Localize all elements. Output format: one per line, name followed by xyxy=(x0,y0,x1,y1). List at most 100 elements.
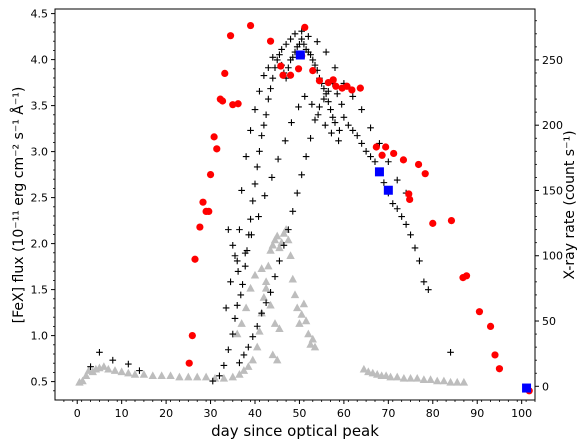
xray-plus-marker xyxy=(311,116,319,124)
xray-triangle-marker xyxy=(139,370,149,378)
xray-plus-marker xyxy=(251,180,259,188)
xray-plus-marker xyxy=(393,205,401,213)
xray-triangle-marker xyxy=(310,342,320,351)
xray-triangle-marker xyxy=(386,372,395,381)
xray-triangle-marker xyxy=(148,371,157,380)
xray-triangle-marker xyxy=(270,235,280,244)
xray-triangle-marker xyxy=(290,290,300,299)
xray-triangle-marker xyxy=(295,319,304,327)
flux-circle-marker xyxy=(286,71,295,79)
xray-plus-marker xyxy=(260,121,268,129)
xray-plus-marker xyxy=(249,197,257,205)
xray-plus-marker xyxy=(222,304,230,312)
xray-plus-marker xyxy=(407,231,414,239)
xray-triangle-marker xyxy=(453,377,462,386)
flux-circle-marker xyxy=(229,101,237,109)
xray-plus-marker xyxy=(249,333,257,340)
xray-triangle-marker xyxy=(288,274,297,283)
flux-circle-marker xyxy=(210,133,218,141)
xray-plus-marker xyxy=(87,363,94,371)
xray-plus-marker xyxy=(293,189,301,197)
xray-plus-marker xyxy=(220,362,228,369)
xray-triangle-marker xyxy=(399,373,409,382)
xray-triangle-marker xyxy=(275,324,284,333)
xray-plus-marker xyxy=(269,54,277,61)
xray-triangle-marker xyxy=(275,243,284,252)
xray-plus-marker xyxy=(238,187,245,194)
xray-triangle-marker xyxy=(253,342,262,351)
x-tick-label: 40 xyxy=(248,407,262,420)
left-tick-label: 0.5 xyxy=(31,376,49,389)
flux-circle-marker xyxy=(429,219,437,227)
x-axis-ticks: 0 10 20 30 40 50 60 70 80 90 100 xyxy=(63,400,536,420)
xray-triangle-marker xyxy=(301,316,311,325)
x-tick-label: 80 xyxy=(426,407,440,420)
xray-plus-marker xyxy=(258,309,265,317)
xray-plus-marker xyxy=(285,64,292,72)
xray-plus-marker xyxy=(241,262,249,270)
xray-plus-marker xyxy=(256,87,263,95)
xray-plus-marker xyxy=(358,140,365,147)
xray-plus-marker xyxy=(331,64,339,72)
xray-plus-marker xyxy=(276,257,283,265)
flux-circle-marker xyxy=(246,21,255,30)
flux-circle-marker xyxy=(462,272,471,280)
xray-triangle-marker xyxy=(175,372,184,381)
xray-plus-marker xyxy=(398,213,405,220)
xray-triangle-marker xyxy=(246,283,255,292)
flux-circle-marker xyxy=(372,143,380,151)
xray-triangle-marker xyxy=(228,372,237,381)
xray-plus-marker xyxy=(258,132,265,139)
xray-plus-marker xyxy=(209,377,217,385)
xray-plus-marker xyxy=(136,367,143,374)
xray-plus-marker xyxy=(229,330,237,338)
xray-plus-marker xyxy=(333,90,341,98)
flux-circle-marker xyxy=(332,82,340,90)
left-axis-label: [FeX] flux (10⁻¹¹ erg cm⁻² s⁻¹ Å⁻¹) xyxy=(10,87,27,324)
xray-plus-marker xyxy=(305,33,312,40)
xray-plus-marker xyxy=(96,349,103,356)
xray-triangle-marker xyxy=(235,370,244,378)
flux-circle-marker xyxy=(491,351,499,359)
right-axis-label: X-ray rate (count s⁻¹) xyxy=(562,130,578,279)
xray-plus-marker xyxy=(358,106,365,113)
xray-plus-marker xyxy=(302,153,310,160)
xray-triangle-marker xyxy=(393,372,402,381)
xray-plus-marker xyxy=(411,244,419,252)
xray-triangle-marker xyxy=(293,303,302,312)
xray-plus-marker xyxy=(255,213,262,220)
xray-plus-marker xyxy=(225,226,232,233)
xray-triangle-marker xyxy=(259,293,269,301)
flux-circle-marker xyxy=(234,100,242,108)
xray-triangle-marker xyxy=(268,240,277,249)
xray-triangle-marker xyxy=(299,299,309,308)
left-tick-label: 1.5 xyxy=(31,284,49,297)
xray-plus-marker xyxy=(336,127,343,134)
xray-plus-marker xyxy=(416,257,423,265)
xray-triangle-marker xyxy=(117,367,126,376)
xray-triangle-marker xyxy=(266,246,275,254)
xray-plus-marker xyxy=(233,302,241,309)
xray-triangle-marker xyxy=(426,375,435,383)
right-tick-label: 100 xyxy=(542,250,563,263)
flux-circle-marker xyxy=(399,156,408,164)
flux-circle-marker xyxy=(226,32,235,40)
xray-triangle-marker xyxy=(413,373,422,382)
xray-plus-marker xyxy=(325,87,332,95)
xray-triangle-marker xyxy=(286,251,295,259)
xray-plus-marker xyxy=(291,30,299,38)
xray-plus-marker xyxy=(278,46,285,53)
xray-triangle-marker xyxy=(261,283,271,292)
flux-circle-marker xyxy=(205,207,213,215)
xray-plus-marker xyxy=(260,72,268,79)
flux-circle-marker xyxy=(266,37,275,45)
left-tick-label: 1.0 xyxy=(31,330,49,343)
flux-square-marker xyxy=(374,167,384,177)
xray-triangle-marker xyxy=(78,376,87,385)
flux-circle-marker xyxy=(221,69,229,77)
xray-triangle-marker xyxy=(233,329,242,338)
xray-plus-marker xyxy=(331,119,339,126)
xray-triangle-marker xyxy=(459,377,469,386)
left-tick-label: 3.5 xyxy=(31,100,49,113)
xray-plus-marker xyxy=(327,106,334,113)
